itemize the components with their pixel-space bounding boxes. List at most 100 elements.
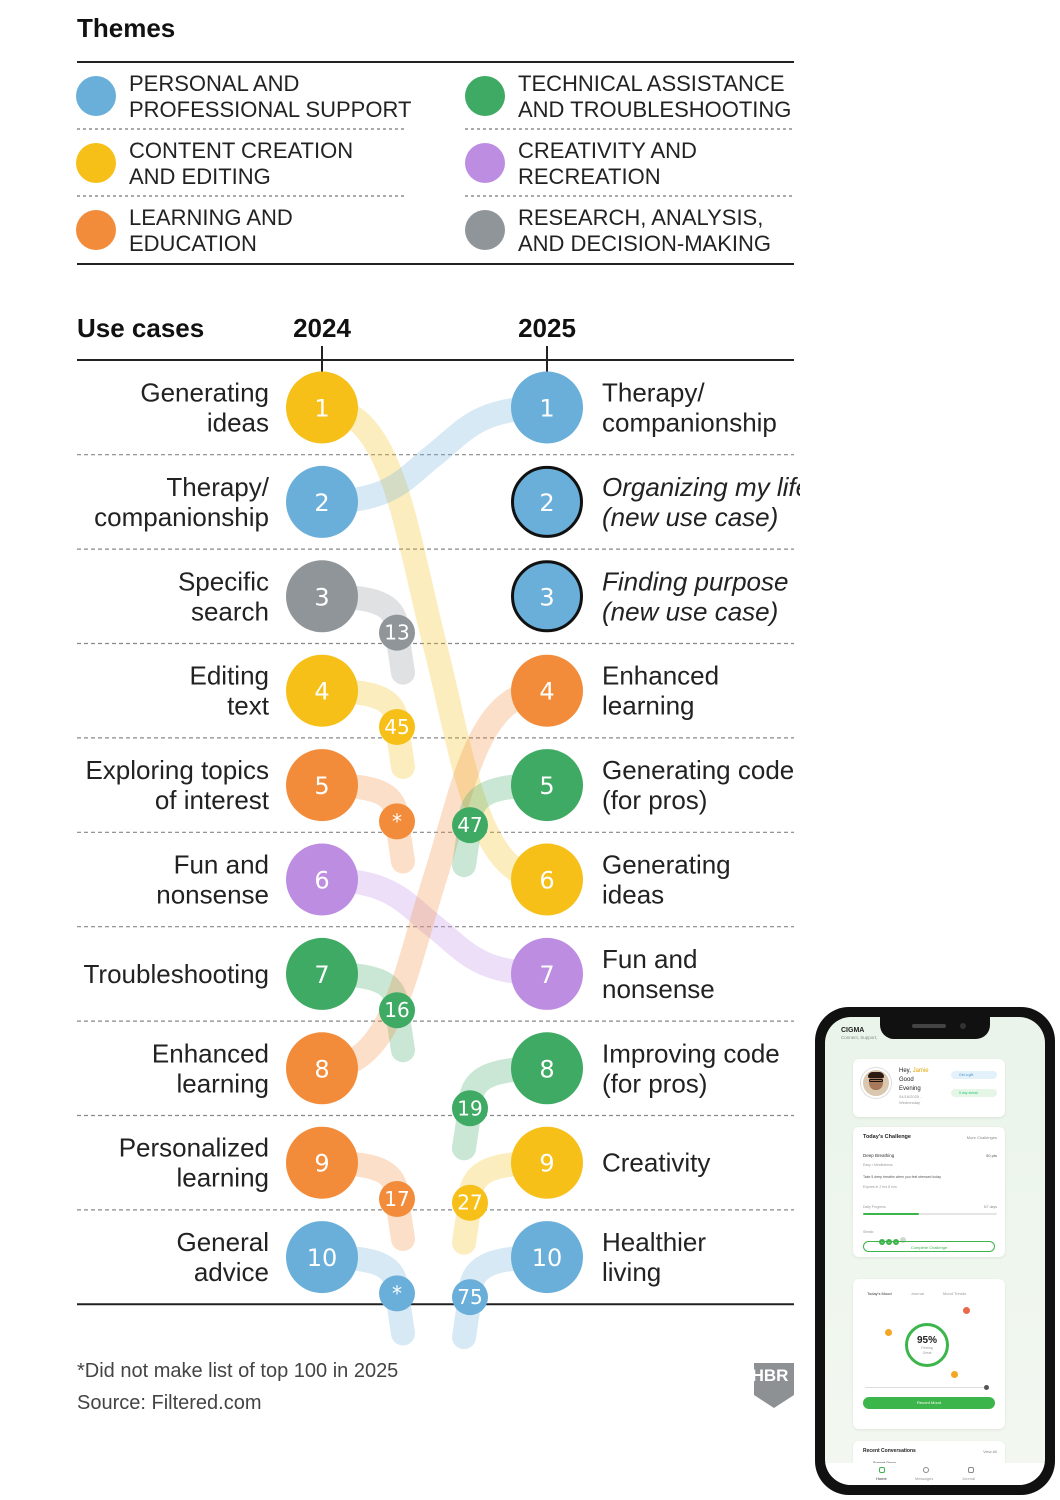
use-case-2024-label: advice — [194, 1257, 269, 1287]
badge-2025-rank-*-circle — [379, 803, 415, 840]
node-2024-rank-8 — [286, 1032, 358, 1105]
use-case-2025-label: (new use case) — [602, 502, 778, 532]
node-2024-rank-10 — [286, 1221, 358, 1294]
legend-title: Themes — [77, 13, 175, 43]
nav-home[interactable]: Home — [876, 1476, 887, 1481]
node-2024-number: 3 — [314, 583, 329, 611]
node-2024-rank-5 — [286, 749, 358, 822]
more-challenges-link[interactable]: More Challenges — [966, 1135, 997, 1140]
mood-ring: 95% Feeling Great — [905, 1323, 949, 1367]
badge-2025-rank-16-text: 16 — [384, 998, 409, 1022]
mood-slider-thumb[interactable] — [984, 1385, 989, 1390]
mood-percent: 95% — [916, 1335, 937, 1346]
badge-2024-rank-75-text: 75 — [457, 1285, 482, 1309]
use-case-2024-label: Generating — [140, 378, 269, 408]
legend-label-creativity: RECREATION — [518, 164, 661, 189]
node-2024-rank-3 — [286, 560, 358, 633]
use-case-2024-label: learning — [176, 1068, 269, 1098]
flow-2-to-1 — [310, 395, 559, 514]
messages-icon[interactable] — [923, 1467, 929, 1473]
streak-pill[interactable]: 5 day streak — [951, 1089, 997, 1097]
use-case-2025-label: (for pros) — [602, 1068, 707, 1098]
node-2025-number: 1 — [539, 395, 554, 423]
use-cases-header: Use cases — [77, 313, 204, 343]
mood-tabs: Today's Mood Journal Mood Trends — [867, 1291, 984, 1296]
legend-label-personal: PROFESSIONAL SUPPORT — [129, 97, 411, 122]
use-case-2024-label: Therapy/ — [166, 472, 269, 502]
challenge-points: 50 pts — [986, 1153, 997, 1158]
nav-journal[interactable]: Journal — [962, 1476, 976, 1481]
home-icon[interactable] — [879, 1467, 885, 1473]
node-2025-number: 6 — [539, 867, 554, 895]
badge-2025-rank-45-text: 45 — [384, 715, 409, 739]
tab-todays-mood[interactable]: Today's Mood — [867, 1291, 892, 1296]
nav-messages[interactable]: Messages — [915, 1476, 934, 1481]
source-note: Source: Filtered.com — [77, 1392, 262, 1414]
use-case-2025-label: living — [602, 1257, 661, 1287]
mood-emoji-icon[interactable] — [885, 1329, 892, 1336]
use-case-2025-label: Generating — [602, 850, 731, 880]
use-case-2025-label: companionship — [602, 408, 777, 438]
use-case-2024-label: General — [177, 1227, 270, 1257]
record-mood-button[interactable]: Record Mood — [863, 1397, 995, 1409]
complete-challenge-button[interactable]: Complete Challenge — [863, 1241, 995, 1252]
mood-caption: Feeling — [921, 1346, 933, 1350]
streak-label: Streak: — [863, 1230, 875, 1234]
legend-label-content: AND EDITING — [129, 164, 271, 189]
badge-2024-rank-27-text: 27 — [457, 1191, 482, 1215]
use-case-2025-label: (new use case) — [602, 596, 778, 626]
node-2025-number: 7 — [539, 961, 554, 989]
use-case-2024-label: nonsense — [156, 880, 269, 910]
node-2025-rank-6 — [511, 843, 583, 916]
greeting-card: Hey, Jamie Good Evening 04/16/2025 - Wed… — [853, 1059, 1005, 1117]
use-case-2024-label: learning — [176, 1163, 269, 1193]
challenge-name: Deep Breathing — [863, 1153, 895, 1158]
mood-slider[interactable] — [865, 1385, 989, 1390]
journal-icon[interactable] — [968, 1467, 974, 1473]
badge-2025-rank-13-text: 13 — [384, 621, 409, 645]
tab-mood-trends[interactable]: Mood Trends — [942, 1291, 967, 1296]
flow-8-to-4 — [310, 678, 559, 1081]
legend-label-technical: AND TROUBLESHOOTING — [518, 97, 791, 122]
challenge-card: Today's Challenge More Challenges Deep B… — [853, 1127, 1005, 1257]
tab-journal[interactable]: Journal — [910, 1291, 924, 1296]
legend-swatch-content — [76, 143, 116, 183]
use-case-2024-label: companionship — [94, 502, 269, 532]
node-2025-number: 2 — [539, 489, 554, 517]
year-2024-header: 2024 — [293, 313, 351, 343]
node-2024-number: 9 — [314, 1150, 329, 1178]
node-2024-number: 6 — [314, 867, 329, 895]
use-case-2025-label: (for pros) — [602, 785, 707, 815]
flow-6-to-7 — [310, 867, 559, 986]
phone-mockup: CIGMA Connect, Support, Hey, Jamie Good … — [815, 1007, 1055, 1495]
use-case-2025-label: Healthier — [602, 1227, 706, 1257]
node-2024-number: 7 — [314, 961, 329, 989]
legend-label-technical: TECHNICAL ASSISTANCE — [518, 71, 785, 96]
legend-label-learning: LEARNING AND — [129, 205, 293, 230]
node-2024-number: 5 — [314, 772, 329, 800]
avatar[interactable] — [861, 1068, 891, 1098]
badge-2024-rank-75-circle — [452, 1279, 488, 1316]
mood-emoji-icon[interactable] — [963, 1307, 970, 1314]
row-separators — [77, 454, 794, 1211]
badge-2025-rank-17-text: 17 — [384, 1187, 409, 1211]
node-2024-rank-9 — [286, 1126, 358, 1199]
mood-emoji-icon[interactable] — [951, 1371, 958, 1378]
legend-swatch-creativity — [465, 143, 505, 183]
challenge-tags: Easy • Mindfulness — [863, 1163, 893, 1167]
node-2025-rank-9 — [511, 1126, 583, 1199]
progress-days: 5/7 days — [983, 1205, 997, 1209]
gift-pill[interactable]: Get a gift — [951, 1071, 997, 1079]
use-case-2024-label: search — [191, 596, 269, 626]
legend-swatch-learning — [76, 210, 116, 250]
use-case-2024-label: of interest — [155, 785, 270, 815]
use-case-2025-label: Enhanced — [602, 661, 719, 691]
badge-2024-rank-19-circle — [452, 1090, 488, 1127]
legend-label-personal: PERSONAL AND — [129, 71, 299, 96]
node-2025-rank-2 — [511, 465, 583, 538]
view-all-link[interactable]: View All — [983, 1449, 997, 1454]
use-case-2024-label: Fun and — [174, 850, 269, 880]
node-2025-rank-5 — [511, 749, 583, 822]
